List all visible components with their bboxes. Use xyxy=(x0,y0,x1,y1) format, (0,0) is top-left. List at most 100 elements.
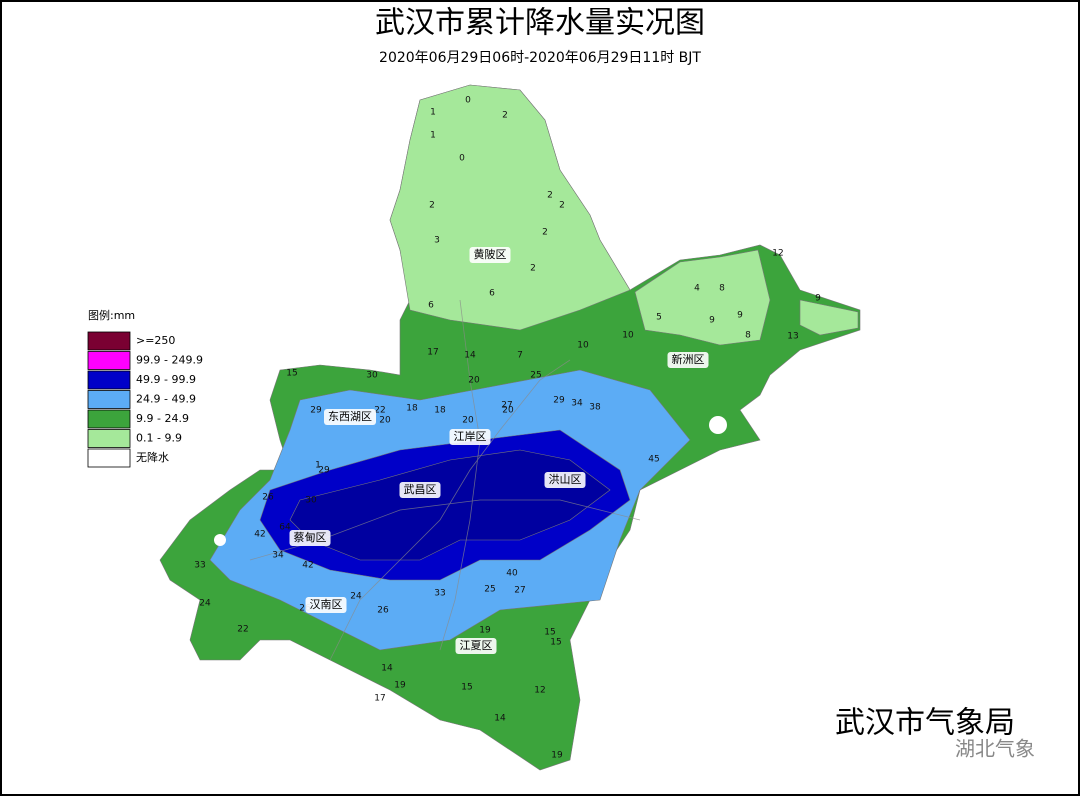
station-value: 2 xyxy=(429,201,435,211)
dry-spot xyxy=(214,534,226,546)
station-value: 25 xyxy=(484,585,495,595)
district-box xyxy=(469,247,511,263)
station-value: 24 xyxy=(199,599,211,609)
station-value: 26 xyxy=(299,604,311,614)
dry-spot xyxy=(709,416,727,434)
station-value: 17 xyxy=(427,348,438,358)
district-box xyxy=(667,352,709,368)
legend-swatch xyxy=(87,429,131,448)
legend-swatch xyxy=(87,448,131,468)
station-value: 42 xyxy=(254,530,265,540)
legend-label: 0.1 - 9.9 xyxy=(136,432,182,445)
station-value: 9 xyxy=(815,294,821,304)
station-value: 30 xyxy=(366,371,378,381)
station-value: 19 xyxy=(394,681,406,691)
legend-title: 图例:mm xyxy=(88,308,135,322)
station-value: 6 xyxy=(489,289,495,299)
station-value: 30 xyxy=(305,496,317,506)
station-value: 5 xyxy=(656,313,662,323)
station-value: 40 xyxy=(506,569,518,579)
district-box xyxy=(449,429,491,445)
station-value: 64 xyxy=(279,523,291,533)
area-0-10 xyxy=(634,249,771,346)
station-value: 12 xyxy=(772,249,783,259)
station-value: 42 xyxy=(302,561,313,571)
station-value: 6 xyxy=(428,301,434,311)
legend-label: 无降水 xyxy=(136,450,169,464)
station-value: 12 xyxy=(534,686,545,696)
subtitle: 2020年06月29日06时-2020年06月29日11时 BJT xyxy=(379,50,701,66)
station-value: 45 xyxy=(648,455,659,465)
station-value: 2 xyxy=(559,201,565,211)
station-value: 2 xyxy=(547,191,553,201)
station-value: 2 xyxy=(542,228,548,238)
legend-label: 99.9 - 249.9 xyxy=(136,354,203,367)
station-value: 34 xyxy=(272,551,284,561)
station-value: 19 xyxy=(479,626,491,636)
station-value: 2 xyxy=(530,264,536,274)
district-box xyxy=(544,472,586,488)
station-value: 1 xyxy=(315,461,321,471)
station-value: 1 xyxy=(430,108,436,118)
legend-label: >=250 xyxy=(136,334,175,347)
station-value: 33 xyxy=(434,589,445,599)
legend-swatch xyxy=(87,390,131,409)
district-label: 汉南区 xyxy=(310,598,343,611)
station-value: 25 xyxy=(530,371,541,381)
station-value: 4 xyxy=(694,284,700,294)
legend-label: 9.9 - 24.9 xyxy=(136,412,189,425)
station-value: 34 xyxy=(571,399,583,409)
station-value: 20 xyxy=(379,416,391,426)
station-value: 10 xyxy=(577,341,589,351)
station-value: 8 xyxy=(719,284,725,294)
station-value: 18 xyxy=(434,406,446,416)
station-value: 15 xyxy=(550,638,561,648)
legend-swatch xyxy=(87,370,131,390)
legend: 图例:mm >=250 99.9 - 249.9 49.9 - 99.9 24.9 -… xyxy=(87,308,203,468)
station-value: 10 xyxy=(622,331,634,341)
district-box xyxy=(324,409,376,425)
station-value: 33 xyxy=(194,561,205,571)
station-value: 15 xyxy=(286,369,297,379)
district-label: 蔡甸区 xyxy=(294,531,327,544)
station-value: 3 xyxy=(434,236,440,246)
station-value: 9 xyxy=(709,316,715,326)
station-value: 22 xyxy=(374,406,385,416)
station-value: 0 xyxy=(465,96,471,106)
area-0-10 xyxy=(799,299,859,336)
station-value: 20 xyxy=(502,406,514,416)
district-box xyxy=(455,638,497,654)
station-value: 17 xyxy=(374,694,385,704)
station-value: 14 xyxy=(381,664,393,674)
station-value: 20 xyxy=(468,376,480,386)
district-box xyxy=(305,597,347,613)
station-value: 2 xyxy=(502,111,508,121)
district-box xyxy=(399,482,441,498)
station-value: 26 xyxy=(377,606,389,616)
station-value: 20 xyxy=(462,416,474,426)
station-value: 14 xyxy=(494,714,506,724)
station-value: 14 xyxy=(464,351,476,361)
watermark: 湖北气象 xyxy=(955,737,1035,761)
district-label: 新洲区 xyxy=(672,352,705,366)
station-value: 22 xyxy=(237,625,248,635)
station-value: 24 xyxy=(350,592,362,602)
station-value: 15 xyxy=(461,683,472,693)
legend-swatch xyxy=(87,409,131,429)
legend-label: 49.9 - 99.9 xyxy=(136,373,196,386)
station-value: 29 xyxy=(318,466,330,476)
station-value: 7 xyxy=(517,351,523,361)
station-value: 15 xyxy=(544,628,555,638)
station-value: 8 xyxy=(745,331,751,341)
agency: 武汉市气象局 xyxy=(835,706,1015,741)
station-value: 38 xyxy=(589,403,601,413)
district-label: 江夏区 xyxy=(460,639,493,652)
area-0-10 xyxy=(389,84,631,331)
legend-swatch xyxy=(87,331,131,351)
station-value: 29 xyxy=(553,396,565,406)
station-value: 9 xyxy=(737,311,743,321)
station-value: 19 xyxy=(551,751,563,761)
